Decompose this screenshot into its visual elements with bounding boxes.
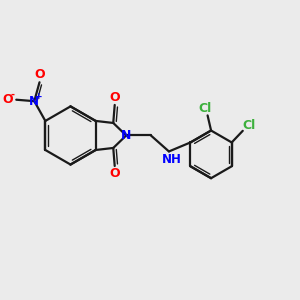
Text: Cl: Cl xyxy=(199,102,212,115)
Text: NH: NH xyxy=(162,153,182,166)
Text: O: O xyxy=(110,167,120,180)
Text: N: N xyxy=(121,129,131,142)
Text: Cl: Cl xyxy=(242,118,256,131)
Text: O: O xyxy=(2,93,13,106)
Text: N: N xyxy=(29,95,39,108)
Text: O: O xyxy=(110,91,120,104)
Text: -: - xyxy=(11,89,15,100)
Text: O: O xyxy=(34,68,45,81)
Text: +: + xyxy=(34,92,42,101)
